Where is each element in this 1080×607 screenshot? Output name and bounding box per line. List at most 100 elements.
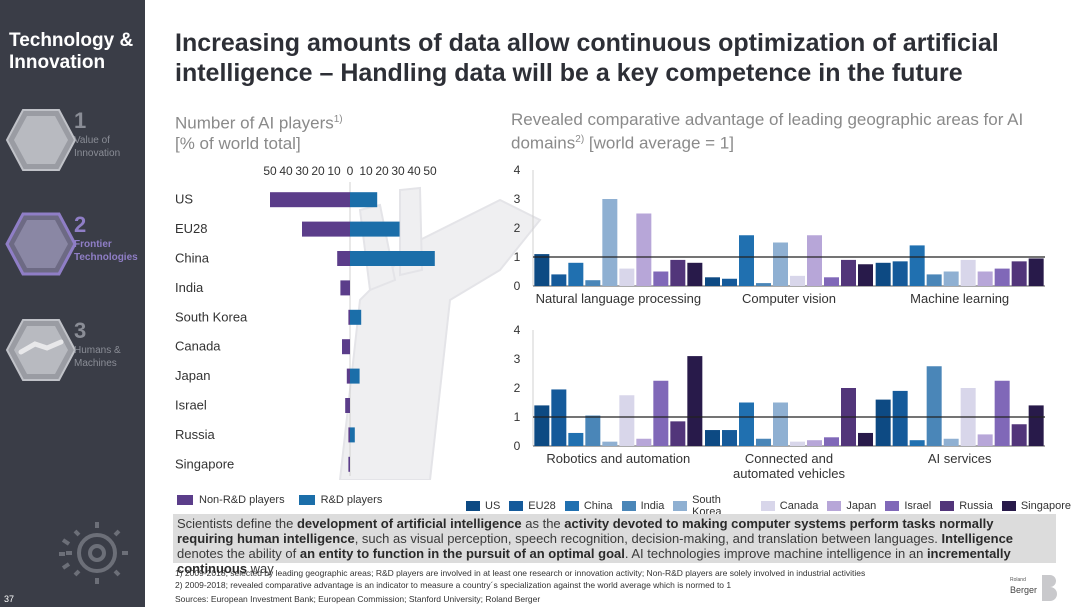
bar-japan (977, 434, 993, 446)
category-label: Israel (175, 398, 207, 413)
bar-south-korea (602, 199, 618, 286)
bar-china (568, 432, 584, 446)
legend-label: China (583, 500, 613, 512)
logo-line1: Roland (1010, 577, 1026, 583)
left-chart-title-line2: [% of world total] (175, 133, 301, 153)
right-chart-title-line2a: domains (511, 133, 576, 153)
bar-south-korea (943, 271, 959, 286)
y-tick-label: 0 (514, 279, 521, 293)
bar-russia (1011, 261, 1027, 286)
legend-item: R&D players (298, 494, 382, 506)
legend-swatch (621, 501, 636, 511)
definition-bold: development of artificial intelligence (296, 516, 522, 531)
axis-tick-label: 0 (347, 164, 354, 178)
bar-israel (824, 437, 839, 446)
definition-box: Scientists define the development of art… (173, 514, 1056, 576)
bar-eu28 (892, 390, 908, 446)
y-tick-label: 2 (514, 221, 521, 235)
legend-swatch (466, 501, 480, 511)
y-tick-label: 1 (514, 250, 521, 264)
bar-eu28 (551, 389, 567, 446)
hexagon-icon (5, 109, 77, 171)
legend-label: US (485, 500, 501, 512)
gear-lightbulb-icon (59, 522, 128, 584)
hexagon-icon (5, 212, 77, 276)
bar-us (705, 430, 720, 446)
bar-japan (807, 235, 822, 286)
roland-berger-logo: Roland Berger (1010, 575, 1057, 601)
legend-swatch (298, 495, 315, 505)
sidebar: Technology & Innovation 1 Value of Innov… (0, 0, 145, 607)
legend-swatch (885, 501, 900, 511)
category-label: EU28 (175, 221, 208, 236)
bar-non-rd (270, 192, 350, 208)
bar-rd (350, 192, 378, 208)
legend-swatch (177, 495, 193, 505)
bar-russia (670, 259, 686, 286)
bar-israel (994, 380, 1010, 446)
bar-canada (960, 259, 976, 286)
footnote-2: 2) 2009-2018; revealed comparative advan… (175, 580, 732, 590)
bar-south-korea (773, 402, 788, 446)
bar-non-rd (346, 368, 350, 384)
legend-label: Singapore (1020, 500, 1071, 512)
legend-swatch (1001, 501, 1016, 511)
bar-rd (350, 251, 435, 266)
definition-text: denotes the ability of (177, 546, 300, 561)
axis-tick-label: 30 (391, 164, 405, 178)
legend-label: EU28 (528, 500, 556, 512)
legend-swatch (673, 501, 688, 511)
bar-russia (670, 421, 686, 446)
bar-us (875, 262, 891, 286)
bar-south-korea (943, 438, 959, 446)
bar-china (739, 235, 754, 286)
legend-item: EU28 (509, 500, 556, 512)
bar-india (585, 280, 601, 286)
category-label: Japan (175, 368, 210, 383)
bar-japan (807, 440, 822, 446)
category-label: AI services (928, 451, 992, 466)
nav-item-frontier-technologies[interactable]: 2 Frontier Technologies (5, 212, 145, 282)
bar-india (926, 366, 942, 446)
nav-number: 3 (74, 318, 87, 343)
legend-swatch (760, 501, 775, 511)
nav-item-humans-machines[interactable]: 3 Humans & Machines (5, 318, 145, 388)
definition-text: Scientists define the (177, 516, 297, 531)
nav-label: Humans & Machines (74, 345, 121, 369)
y-tick-label: 3 (514, 352, 521, 366)
axis-tick-label: 10 (359, 164, 373, 178)
nav-number: 2 (74, 212, 87, 237)
definition-bold: activity devoted to making computer syst… (177, 516, 994, 546)
page-title: Increasing amounts of data allow continu… (175, 29, 999, 87)
axis-tick-label: 50 (263, 164, 277, 178)
bar-non-rd (348, 456, 350, 472)
bar-us (705, 277, 720, 286)
legend-label: Japan (846, 500, 877, 512)
nav-number: 1 (74, 108, 87, 133)
bar-japan (977, 271, 993, 286)
legend-item: China (564, 500, 613, 512)
comparative-advantage-bar-chart: 0 1 2 3 4 Natural language processing Computer… (514, 163, 1045, 481)
bar-rd (350, 309, 362, 325)
logo-line2: Berger (1010, 585, 1037, 595)
bar-india (926, 274, 942, 286)
bar-canada (790, 441, 805, 446)
legend-item: India (621, 500, 664, 512)
bar-canada (790, 275, 805, 286)
nav-label: Frontier Technologies (74, 239, 138, 263)
sources-note: Sources: European Investment Bank; Europ… (175, 594, 541, 604)
y-tick-label: 0 (514, 439, 521, 453)
legend-label: Canada (779, 500, 819, 512)
bar-eu28 (722, 430, 737, 446)
nav-item-value-of-innovation[interactable]: 1 Value of Innovation (5, 108, 145, 178)
bar-singapore (1028, 405, 1044, 446)
legend-item: Russia (940, 500, 993, 512)
right-chart-title-line1: Revealed comparative advantage of leadin… (511, 110, 1024, 129)
legend-swatch (827, 501, 842, 511)
left-legend: Non-R&D players R&D players (177, 494, 396, 506)
definition-bold: an entity to function in the pursuit of … (299, 546, 625, 561)
handshake-icon (5, 319, 77, 381)
category-label: South Korea (175, 309, 248, 324)
legend-label: Israel (904, 500, 932, 512)
bar-us (534, 254, 550, 286)
